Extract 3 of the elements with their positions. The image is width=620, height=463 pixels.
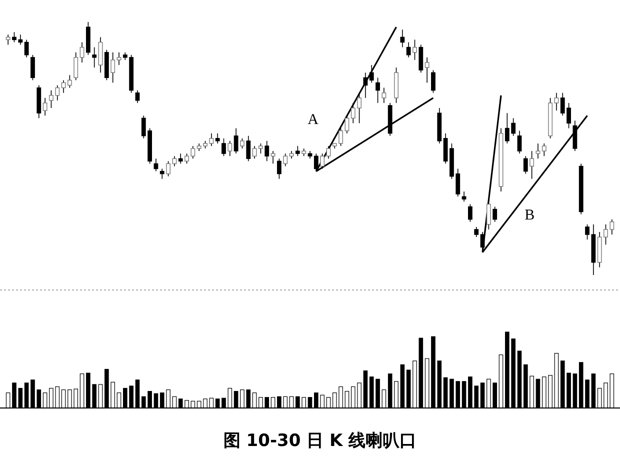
annotation: A bbox=[308, 112, 319, 128]
annotation: B bbox=[524, 207, 535, 224]
caption: 图 10-30 日 K 线喇叭口 bbox=[223, 431, 417, 451]
